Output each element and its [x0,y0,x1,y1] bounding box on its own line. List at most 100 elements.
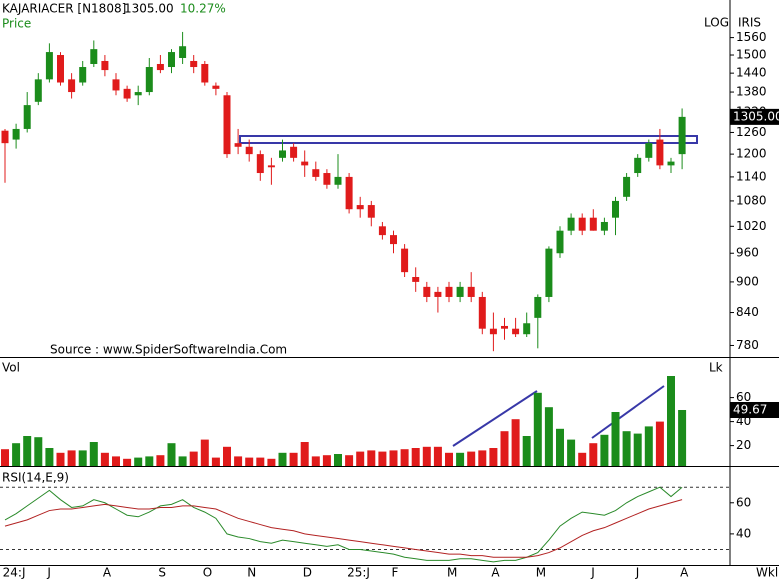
candle-body [301,161,309,166]
candle-body [367,205,375,218]
x-tick-label: O [203,566,212,580]
candle-body [589,217,597,231]
candle-body [356,205,364,210]
candle-body [656,139,664,166]
candle-body [256,154,264,174]
candle-body [423,286,431,297]
volume-bar [123,458,132,466]
volume-bar [89,442,98,466]
x-tick-label: A [491,566,500,580]
x-tick-label: N [247,566,256,580]
volume-bar [578,452,587,466]
candle-body [345,176,353,210]
x-label: Wkl [756,566,778,580]
volume-bar [211,457,220,466]
candle-body [168,52,175,68]
candle-body [578,217,586,231]
y-tick-label: 900 [736,274,759,288]
candle-body [245,146,253,155]
volume-bar [145,456,154,466]
annotations [239,135,698,447]
x-tick-label: J [46,566,51,580]
candle-body [90,49,98,64]
rsi-title: RSI(14,E,9) [2,471,69,485]
volume-bar [678,409,687,466]
y-tick-label: 40 [736,526,751,540]
volume-bar [200,439,209,466]
volume-bar [256,457,265,466]
y-tick-label: 60 [736,495,751,509]
candle-body [101,60,109,71]
volume-bar [622,431,631,466]
volume-bar [223,446,231,466]
x-tick-label: J [590,566,595,580]
value-tag-label: 49.67 [733,402,767,416]
volume-bar [533,392,542,466]
volume-bar [367,450,376,466]
x-tick-label: S [158,566,166,580]
volume-bar [456,452,465,466]
x-tick-label: A [680,566,689,580]
volume-bar [644,426,653,466]
candle-body [600,221,608,231]
volume-bar [544,407,553,466]
volume-bar [600,434,609,466]
volume-bar [178,456,187,466]
candle-body [434,291,442,297]
volume-bar [134,457,143,466]
x-tick-label: D [303,566,312,580]
candle-body [267,165,275,168]
candle-body [123,88,131,99]
volume-bar [156,455,165,466]
scale-label: LOG [704,16,729,30]
volume-bar [389,450,398,466]
volume-bar [500,431,509,466]
x-tick-label: 25:J [347,566,370,580]
candle-body [556,230,564,254]
rsi-line [4,486,683,563]
symbol: KAJARIACER [N1808] [2,2,126,16]
candle-body [645,143,653,158]
volume-bar [378,451,387,466]
candle-body [478,296,486,329]
candle-body [523,323,531,335]
candle-body [223,95,231,155]
candle-body [612,200,619,218]
value-tag [730,108,779,125]
candle-body [545,248,553,297]
volume-bar [100,452,109,466]
candle-body [12,128,20,140]
candle-body [190,60,198,68]
volume-bar [23,436,32,466]
candle-body [112,79,120,91]
volume-bar [300,442,309,466]
candle-body [512,328,520,335]
y-tick-label: 1560 [736,30,767,44]
volume-bar [655,421,664,466]
y-tick-label: 1200 [736,147,767,161]
resistance-zone [239,135,698,144]
volume-bar [611,412,620,466]
candle-body [1,130,9,144]
x-tick-label: J [635,566,640,580]
volume-bar [422,446,431,466]
candle-body [567,217,575,231]
volume-bar [311,456,320,466]
source: Source : www.SpiderSoftwareIndia.Com [50,343,287,357]
candle-body [23,105,31,129]
volume-bar [556,428,564,466]
volume-bar [334,454,342,466]
volume-bar [356,451,365,466]
y-tick-label: 1380 [736,85,767,99]
volume-bar [189,451,198,466]
candle-body [501,325,508,329]
volume-bar [245,457,254,466]
volume-bar [112,456,120,466]
y-tick-label: 960 [736,246,759,260]
rsi-line [4,499,683,558]
candle-body [534,296,542,318]
volume-bar [511,419,520,466]
candle-body [279,150,286,158]
volume-bar [45,448,54,466]
